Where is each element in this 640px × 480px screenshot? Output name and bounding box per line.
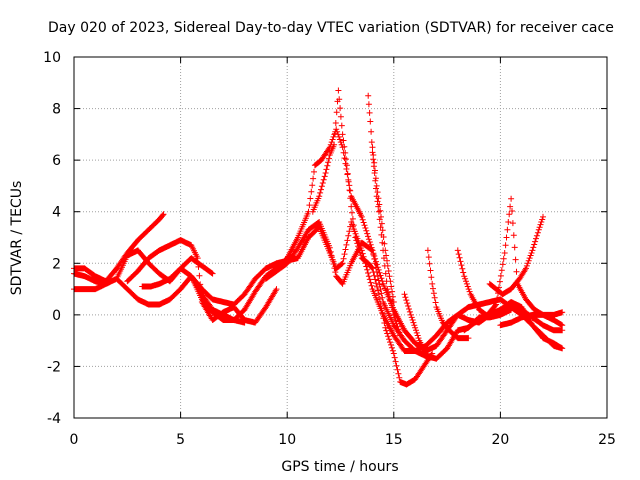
y-tick-label: 2 [52,256,61,272]
y-tick-label: 4 [52,205,61,221]
x-tick-label: 15 [385,432,403,448]
x-tick-labels: 0 5 10 15 20 25 [70,432,616,448]
sdtvar-plus-markers [71,87,566,388]
x-tick-label: 0 [70,432,79,448]
y-tick-label: 10 [43,50,61,66]
x-tick-label: 5 [176,432,185,448]
y-tick-label: 8 [52,102,61,118]
data-markers [71,87,566,388]
chart-title: Day 020 of 2023, Sidereal Day-to-day VTE… [48,20,614,36]
grid-lines [74,57,607,418]
y-tick-label: 0 [52,308,61,324]
x-axis-title: GPS time / hours [281,459,398,475]
x-tick-label: 20 [491,432,509,448]
x-tick-label: 25 [598,432,616,448]
y-tick-label: -4 [47,411,61,427]
axis-ticks [73,56,608,419]
y-tick-label: 6 [52,153,61,169]
plot-frame [73,56,608,419]
x-tick-label: 10 [278,432,296,448]
y-tick-labels: -4 -2 0 2 4 6 8 10 [43,50,61,427]
y-tick-label: -2 [47,359,61,375]
y-axis-title: SDTVAR / TECUs [9,181,25,296]
